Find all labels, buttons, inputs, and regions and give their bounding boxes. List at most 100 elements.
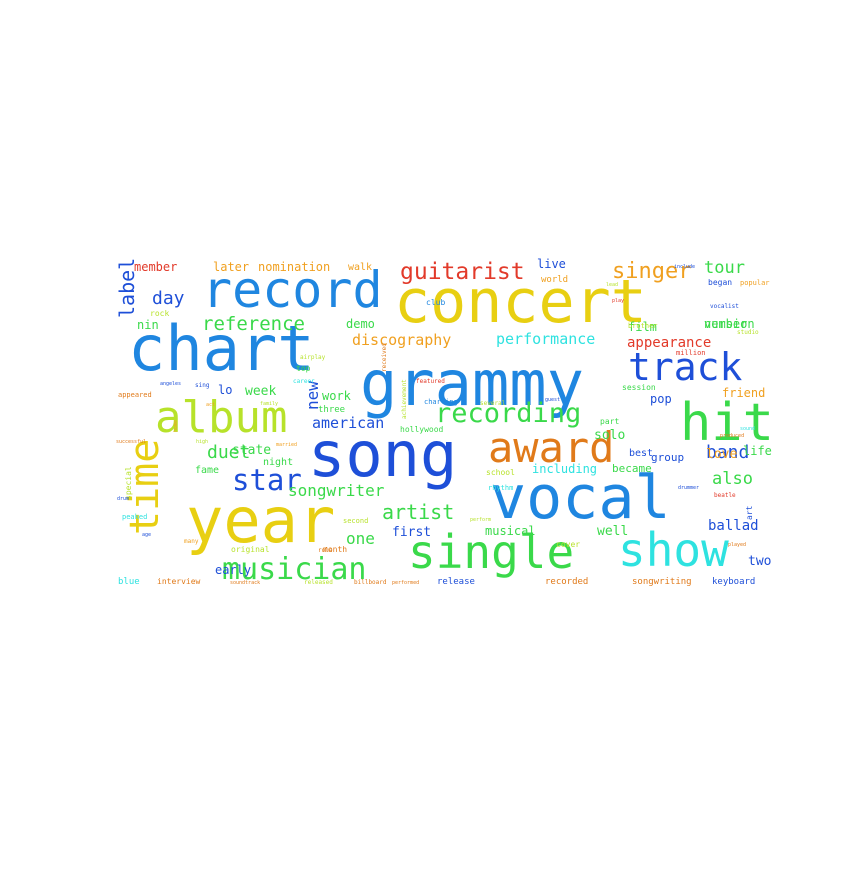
word-play: play xyxy=(612,298,624,304)
word-act: act xyxy=(206,402,215,408)
word-number: number xyxy=(704,317,747,331)
word-married: married xyxy=(276,442,297,448)
word-hollywood: hollywood xyxy=(400,425,444,434)
word-version: version xyxy=(704,317,755,331)
word-group: group xyxy=(651,451,684,464)
word-became: became xyxy=(612,462,652,475)
word-nin: nin xyxy=(137,318,159,332)
word-special: special xyxy=(124,466,133,500)
word-popular: popular xyxy=(740,279,770,287)
word-duet: duet xyxy=(207,442,250,463)
word-fame: fame xyxy=(195,465,219,476)
word-night: night xyxy=(263,457,293,468)
word-million: million xyxy=(676,349,706,357)
word-performed: performed xyxy=(392,580,419,586)
word-day: day xyxy=(152,288,185,309)
word-tour: tour xyxy=(704,258,745,278)
word-songwriting: songwriting xyxy=(632,577,692,587)
word-two: two xyxy=(748,554,771,569)
word-hit: hit xyxy=(680,393,774,453)
word-high: high xyxy=(196,439,208,445)
word-artist: artist xyxy=(382,500,454,524)
word-guitarist: guitarist xyxy=(400,259,525,285)
word-star: star xyxy=(232,463,302,497)
word-perform: perform xyxy=(470,517,491,523)
word-solo: solo xyxy=(594,428,625,443)
word-role: role xyxy=(318,547,333,554)
word-blue: blue xyxy=(118,577,140,587)
word-concert: concert xyxy=(394,267,647,337)
word-world: world xyxy=(541,275,568,285)
word-walk: walk xyxy=(348,262,372,273)
word-beatle: beatle xyxy=(714,492,736,499)
word-appeared: appeared xyxy=(118,391,152,399)
word-appearance: appearance xyxy=(627,335,711,351)
word-best: best xyxy=(629,448,653,459)
word-featured: featured xyxy=(416,378,445,385)
word-reference: reference xyxy=(202,313,305,335)
word-peaked: peaked xyxy=(122,513,147,521)
word-new: new xyxy=(303,381,322,410)
word-state: state xyxy=(232,443,271,458)
word-work: work xyxy=(322,389,352,403)
word-chart: chart xyxy=(128,312,315,385)
word-keyboard: keyboard xyxy=(712,577,755,587)
word-ballad: ballad xyxy=(708,518,759,534)
word-sing: sing xyxy=(195,382,210,389)
word-vocal: vocal xyxy=(490,463,671,533)
word-label: label xyxy=(115,258,139,318)
word-rock: rock xyxy=(150,309,169,318)
word-live: live xyxy=(537,257,566,271)
word-performance: performance xyxy=(496,330,595,348)
word-songwriter: songwriter xyxy=(288,481,385,500)
word-achievement: achievement xyxy=(401,379,408,419)
word-successful: successful xyxy=(116,439,146,445)
word-track: track xyxy=(628,345,743,389)
word-nomination: nomination xyxy=(258,260,330,274)
word-angeles: angeles xyxy=(160,381,181,387)
word-produced: produced xyxy=(720,433,744,439)
word-school: school xyxy=(486,468,515,477)
word-cover: cover xyxy=(556,540,580,549)
word-one: one xyxy=(346,529,375,548)
word-band: band xyxy=(706,442,749,463)
word-award: award xyxy=(488,423,614,472)
word-rhythm: rhythm xyxy=(488,484,513,492)
word-original: original xyxy=(231,545,270,554)
word-release: release xyxy=(437,577,475,587)
word-part: part xyxy=(600,417,619,426)
word-three: three xyxy=(318,405,345,415)
word-recorded: recorded xyxy=(545,577,588,587)
word-love: love xyxy=(706,447,737,462)
word-studio: studio xyxy=(737,329,759,336)
word-grammy: grammy xyxy=(360,347,584,420)
word-musical: musical xyxy=(485,524,536,538)
word-also: also xyxy=(712,469,753,489)
word-top: top xyxy=(296,364,311,373)
word-friend: friend xyxy=(722,386,765,400)
word-billboard: billboard xyxy=(354,579,387,586)
word-member: member xyxy=(134,260,177,274)
word-song: song xyxy=(308,418,457,491)
word-first: first xyxy=(392,525,431,540)
word-drummer: drummer xyxy=(678,485,699,491)
word-guest: guest xyxy=(545,397,560,403)
word-club: club xyxy=(426,298,445,307)
word-family: family xyxy=(260,401,278,407)
word-musician: musician xyxy=(222,552,367,587)
word-home: home xyxy=(173,420,179,432)
word-lo: lo xyxy=(218,383,232,397)
word-interview: interview xyxy=(157,577,201,586)
word-airplay: airplay xyxy=(300,354,326,361)
word-lead: lead xyxy=(606,282,618,288)
word-life: life xyxy=(743,444,772,458)
word-discography: discography xyxy=(352,331,451,349)
word-age: age xyxy=(142,532,151,538)
word-time: time xyxy=(122,439,168,535)
word-single: single xyxy=(408,525,574,579)
word-second: second xyxy=(343,517,368,525)
word-charting: charting xyxy=(424,398,458,406)
word-played: played xyxy=(728,542,746,548)
